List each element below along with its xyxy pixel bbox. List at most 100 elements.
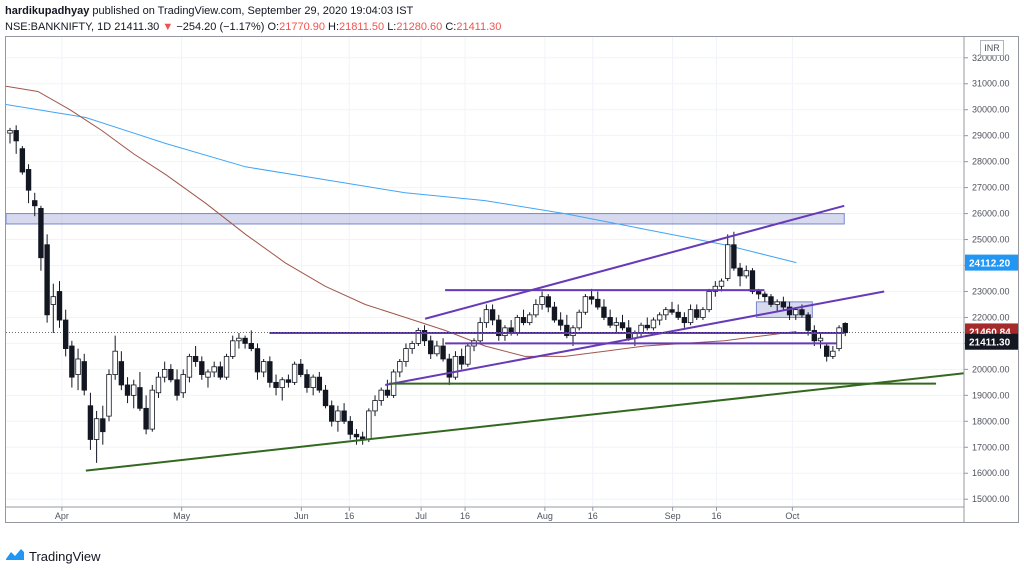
x-tick-label: 16 (344, 511, 354, 521)
candle-body (607, 317, 613, 326)
x-tick-label: 16 (460, 511, 470, 521)
author-name[interactable]: hardikupadhyay (5, 5, 90, 17)
candle-body (477, 322, 483, 342)
candle-body (496, 319, 502, 337)
candle-body (551, 306, 558, 321)
moving-average-line (6, 104, 797, 264)
candle-body (440, 345, 446, 360)
trend-lines (85, 204, 965, 472)
open-value: 21770.90 (279, 21, 325, 33)
candle-body (421, 330, 428, 342)
price-chart[interactable]: 15000.00 16000.00 17000.00 18000.00 19000.00… (6, 37, 1018, 522)
candle-body (656, 314, 663, 321)
candle-body (533, 304, 539, 316)
currency-badge[interactable]: INR (980, 40, 1004, 56)
price-tag-label: 21460.84 (969, 327, 1011, 338)
candle-body (199, 361, 205, 375)
candle-body (601, 306, 607, 318)
candle-body (329, 405, 335, 422)
time-axis[interactable]: Apr May Jun 16 Jul 16 Aug 16 Sep 16 Oct (6, 506, 964, 521)
candle-body (576, 311, 582, 329)
candle-body (7, 130, 13, 134)
moving-averages (6, 85, 797, 357)
candle-body (254, 348, 261, 373)
candle-body (223, 355, 230, 378)
price-axis[interactable]: 15000.00 16000.00 17000.00 18000.00 19000.00… (963, 37, 1010, 522)
price-tag-label: 21411.30 (969, 338, 1011, 349)
candle-body (211, 366, 217, 373)
candle-body (291, 363, 298, 383)
y-tick-label: 18000.00 (972, 416, 1010, 426)
candle-body (737, 267, 743, 277)
candle-body (260, 361, 267, 373)
candle-body (100, 418, 106, 433)
x-tick-label: Jun (294, 511, 309, 521)
price-change: −254.20 (−1.17%) (176, 21, 265, 33)
candle-body (273, 381, 279, 388)
high-label: H: (328, 21, 340, 33)
candle-body (347, 420, 353, 435)
last-price: 21411.30 (114, 21, 160, 33)
open-label: O: (267, 21, 280, 33)
candle-body (372, 400, 378, 412)
candle-body (112, 350, 118, 375)
footer-brand[interactable]: TradingView (29, 548, 101, 564)
y-tick-label: 23000.00 (972, 286, 1010, 296)
candle-body (446, 358, 452, 378)
candle-body (335, 410, 341, 422)
x-tick-label: 16 (712, 511, 722, 521)
close-value: 21411.30 (456, 21, 502, 33)
change-arrow: ▼ (162, 21, 174, 33)
y-tick-label: 30000.00 (972, 105, 1010, 115)
candle-body (62, 319, 69, 350)
candle-body (613, 322, 620, 326)
highlight-zone (6, 213, 845, 225)
candle-body (700, 309, 706, 318)
candle-body (570, 327, 576, 337)
candle-body (13, 130, 19, 142)
x-tick-label: Sep (665, 511, 681, 521)
candle-body (143, 407, 149, 430)
candle-body (743, 270, 749, 277)
candle-body (124, 384, 131, 396)
close-label: C: (445, 21, 457, 33)
y-tick-label: 32000.00 (972, 53, 1010, 63)
symbol-info: NSE:BANKNIFTY, 1D 21411.30 ▼ −254.20 (−1… (5, 19, 965, 35)
candle-body (458, 355, 465, 365)
candle-body (19, 148, 26, 173)
candle-body (248, 343, 254, 350)
candle-body (409, 343, 415, 350)
high-value: 21811.50 (339, 21, 385, 33)
y-tick-label: 27000.00 (972, 183, 1010, 193)
candle-body (545, 296, 551, 308)
candle-body (378, 389, 384, 401)
tradingview-logo-icon[interactable] (5, 547, 25, 566)
candle-body (267, 361, 273, 383)
candle-body (564, 324, 570, 337)
candle-body (731, 244, 737, 269)
y-tick-label: 22000.00 (972, 312, 1010, 322)
publish-info: hardikupadhyay published on TradingView.… (5, 3, 965, 19)
candle-body (118, 361, 125, 386)
candle-body (638, 324, 644, 334)
candle-body (44, 244, 50, 316)
y-tick-label: 20000.00 (972, 364, 1010, 374)
x-tick-label: Jul (415, 511, 427, 521)
candle-body (582, 296, 589, 313)
candle-body (718, 280, 725, 287)
candle-body (774, 301, 780, 305)
x-tick-label: Apr (55, 511, 69, 521)
candle-body (180, 374, 186, 394)
candle-body (527, 314, 533, 324)
price-tag-label: 24112.20 (969, 259, 1011, 270)
candle-body (81, 361, 87, 391)
candle-body (87, 405, 94, 440)
candle-body (514, 317, 521, 334)
candle-body (403, 348, 409, 362)
chart-frame[interactable]: 15000.00 16000.00 17000.00 18000.00 19000.00… (5, 36, 1019, 523)
candlesticks (7, 125, 848, 463)
y-tick-label: 15000.00 (972, 494, 1010, 504)
candle-body (489, 309, 496, 321)
trend-line (385, 290, 885, 386)
